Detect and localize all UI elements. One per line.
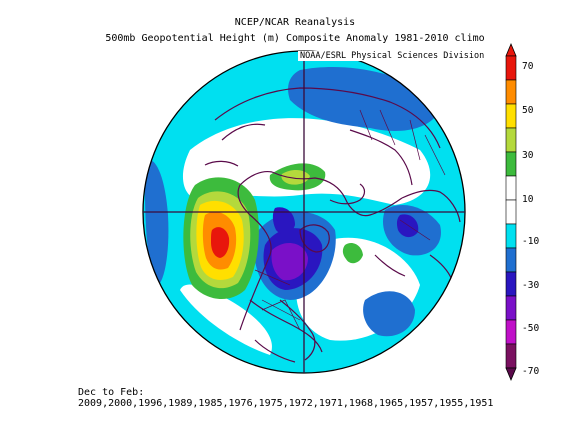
colorbar-swatch-neg10 [505, 223, 517, 249]
colorbar-swatch-neg0 [505, 199, 517, 225]
colorbar-label-neg10: -10 [522, 236, 540, 247]
low-anomaly-scandinavia [396, 214, 419, 238]
high-anomaly-greenland-sea [342, 243, 363, 264]
composite-dates-footer: Dec to Feb: 2009,2000,1996,1989,1985,197… [78, 387, 494, 409]
colorbar-bottom-arrow [505, 367, 517, 382]
high-anomaly-arctic-core [281, 170, 310, 185]
colorbar-label-neg50: -50 [522, 323, 540, 334]
colorbar-swatch-10 [505, 151, 517, 177]
colorbar-label-50: 50 [522, 105, 534, 116]
colorbar-label-30: 30 [522, 150, 534, 161]
colorbar-swatch-0 [505, 175, 517, 201]
colorbar-swatch-50 [505, 79, 517, 105]
colorbar-label-neg70: -70 [522, 366, 540, 377]
colorbar-top-arrow [505, 42, 517, 57]
colorbar-swatch-20 [505, 127, 517, 153]
low-anomaly-west-edge [144, 159, 169, 285]
country-borders [254, 109, 446, 331]
chart-title-line2: 500mb Geopotential Height (m) Composite … [105, 33, 485, 44]
colorbar-swatch-neg70 [505, 343, 517, 369]
chart-title-line1: NCEP/NCAR Reanalysis [234, 17, 356, 28]
high-anomaly-pacific-70 [211, 227, 230, 258]
colorbar-label-70: 70 [522, 61, 534, 72]
colorbar-swatch-70plus [505, 55, 517, 81]
neutral-region-north [182, 118, 431, 205]
colorbar-swatch-30 [505, 103, 517, 129]
colorbar-label-10: 10 [522, 194, 534, 205]
colorbar-label-neg30: -30 [522, 280, 540, 291]
low-anomaly-canada-core [271, 243, 308, 281]
low-anomaly-atlantic [363, 291, 415, 337]
low-anomaly-hudson [272, 207, 295, 235]
colorbar [505, 42, 517, 382]
neutral-region-pacific [180, 284, 272, 355]
colorbar-swatch-neg40 [505, 295, 517, 321]
colorbar-swatch-neg30 [505, 271, 517, 297]
colorbar-swatch-neg20 [505, 247, 517, 273]
credit-label: NOAA/ESRL Physical Sciences Division [298, 51, 487, 61]
colorbar-swatch-neg50 [505, 319, 517, 345]
